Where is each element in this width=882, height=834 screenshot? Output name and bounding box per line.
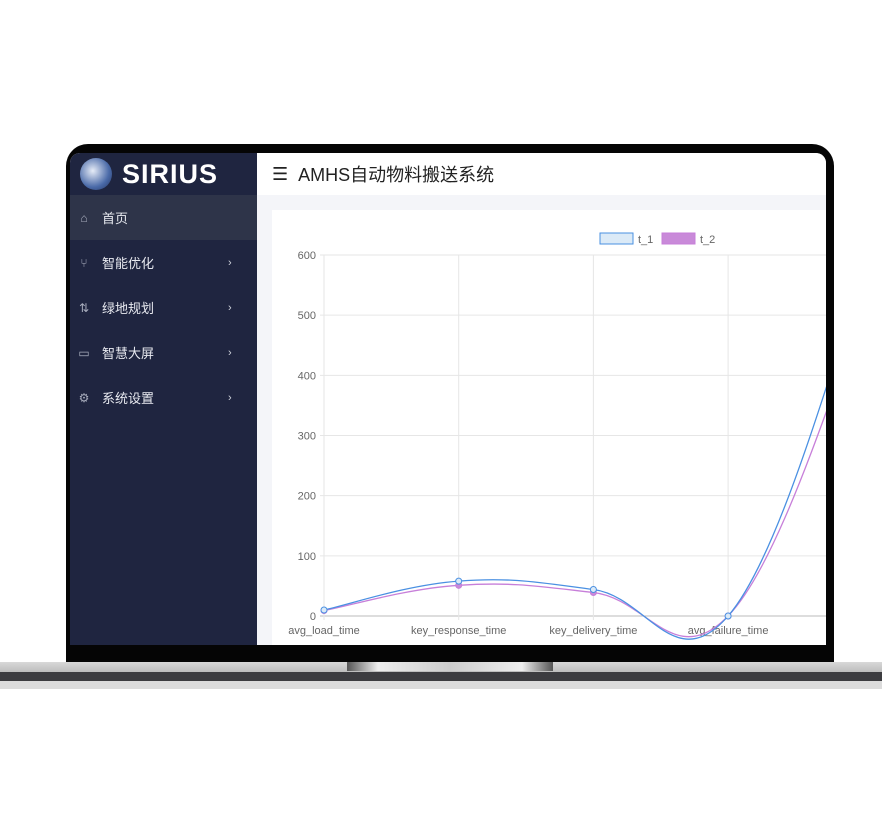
logo[interactable]: SIRIUS	[70, 153, 257, 195]
legend-label: t_2	[700, 234, 715, 246]
series-line-t_2	[323, 410, 826, 638]
monitor-icon: ▭	[78, 345, 90, 360]
y-tick-label: 500	[298, 310, 316, 322]
header: ☰ AMHS自动物料搬送系统	[257, 153, 826, 195]
chevron-right-icon: ›	[228, 256, 232, 269]
line-chart: 0 100 200 300 400 500 600 avg_load_time key_resp…	[288, 232, 826, 640]
y-tick-label: 400	[298, 370, 316, 382]
chevron-right-icon: ›	[228, 391, 232, 404]
x-tick-label: avg_load_time	[288, 625, 360, 637]
laptop-notch	[347, 662, 553, 671]
gear-icon: ⚙	[78, 390, 90, 405]
y-tick-label: 600	[298, 250, 316, 262]
sidebar-item-label: 系统设置	[102, 391, 155, 406]
home-icon: ⌂	[80, 210, 88, 225]
sidebar-item-3[interactable]: ▭ 智慧大屏 ›	[70, 330, 257, 375]
sidebar-item-4[interactable]: ⚙ 系统设置 ›	[70, 375, 257, 420]
data-point-t_1	[455, 577, 463, 585]
sidebar-item-0[interactable]: ⌂ 首页	[70, 195, 257, 240]
y-tick-label: 300	[298, 431, 316, 443]
sidebar: SIRIUS ⌂ 首页 ⑂ 智能优化 › ⇅ 绿地规划 › ▭ 智慧大屏 › ⚙ 系统设置 ›	[70, 153, 257, 645]
laptop-base-shadow	[0, 681, 882, 689]
y-tick-label: 100	[298, 551, 316, 563]
series-line-t_1	[323, 386, 826, 640]
legend-swatch-t_1	[599, 232, 634, 245]
legend-swatch-t_2	[661, 232, 696, 245]
y-tick-label: 200	[298, 491, 316, 503]
x-tick-label: key_delivery_time	[549, 625, 637, 637]
data-point-t_1	[320, 606, 328, 614]
sidebar-item-label: 智慧大屏	[102, 346, 155, 361]
sidebar-item-label: 首页	[102, 211, 129, 226]
laptop-base-edge	[0, 672, 882, 681]
brand-name: SIRIUS	[122, 158, 219, 189]
branch-icon: ⑂	[80, 255, 88, 270]
page-title: AMHS自动物料搬送系统	[298, 165, 495, 185]
legend-label: t_1	[638, 234, 653, 246]
sidebar-item-label: 智能优化	[102, 256, 155, 271]
x-tick-label: key_response_time	[411, 625, 506, 637]
wolf-logo-icon	[80, 158, 112, 190]
hamburger-icon[interactable]: ☰	[272, 163, 289, 184]
y-tick-label: 0	[310, 611, 316, 623]
pull-request-icon: ⇅	[78, 300, 90, 315]
sidebar-item-label: 绿地规划	[102, 301, 155, 316]
data-point-t_1	[724, 612, 732, 620]
chevron-right-icon: ›	[228, 346, 232, 359]
chevron-right-icon: ›	[228, 301, 232, 314]
sidebar-item-2[interactable]: ⇅ 绿地规划 ›	[70, 285, 257, 330]
app-screen: SIRIUS ⌂ 首页 ⑂ 智能优化 › ⇅ 绿地规划 › ▭ 智慧大屏 › ⚙ 系统设置 › ☰ AMH…	[70, 153, 826, 645]
sidebar-item-1[interactable]: ⑂ 智能优化 ›	[70, 240, 257, 285]
chart-card: 0 100 200 300 400 500 600 avg_load_time key_resp…	[272, 210, 826, 645]
data-point-t_1	[589, 586, 597, 594]
